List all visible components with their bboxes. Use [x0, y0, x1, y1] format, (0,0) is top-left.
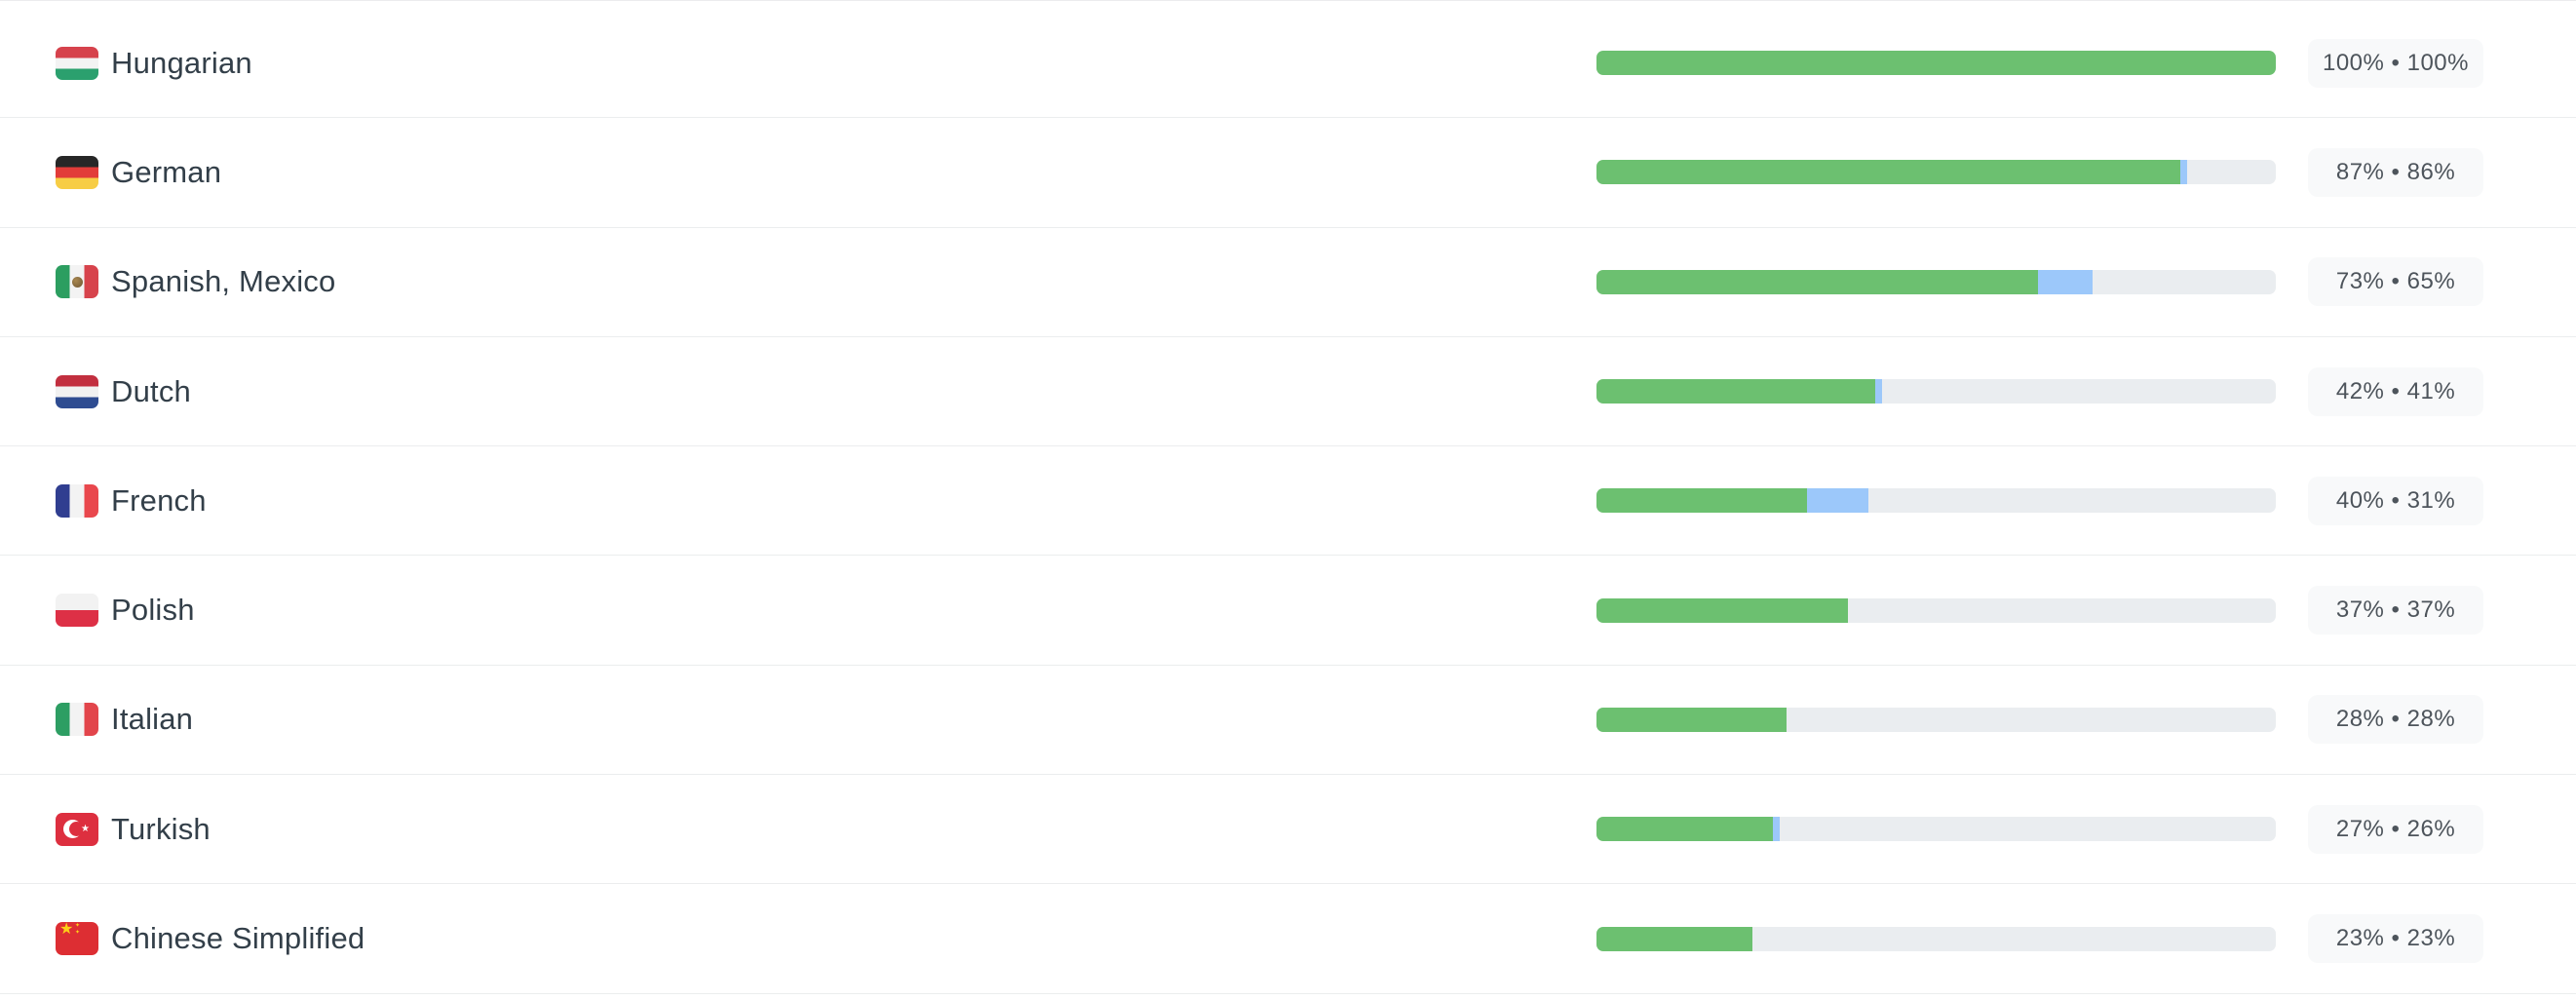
flag-emblem-icon — [56, 156, 98, 189]
language-row[interactable]: Spanish, Mexico 73% • 65% — [0, 227, 2576, 337]
flag-emblem-icon — [56, 813, 98, 846]
progress-badge: 87% • 86% — [2308, 147, 2483, 197]
flag-emblem-icon — [56, 484, 98, 518]
language-row-inner: Chinese Simplified 23% • 23% — [0, 884, 2576, 992]
progress-pending-segment — [1773, 817, 1781, 842]
progress-translated-segment — [1596, 597, 1848, 623]
progress-bar — [1596, 160, 2276, 185]
progress-badge: 27% • 26% — [2308, 804, 2483, 854]
language-name: German — [111, 154, 222, 189]
progress-pending-segment — [1874, 379, 1882, 404]
language-label-block: Hungarian — [56, 9, 252, 117]
progress-pending-segment — [2038, 269, 2093, 294]
language-label-block: Spanish, Mexico — [56, 228, 335, 336]
progress-bar — [1596, 51, 2276, 76]
progress-translated-segment — [1596, 379, 1875, 404]
language-label-block: Italian — [56, 666, 193, 774]
language-name: Spanish, Mexico — [111, 264, 336, 299]
flag-icon — [56, 155, 98, 189]
language-row[interactable]: Polish 37% • 37% — [0, 556, 2576, 666]
language-row-inner: German 87% • 86% — [0, 118, 2576, 226]
language-row-inner: French 40% • 31% — [0, 446, 2576, 555]
language-name: Italian — [111, 702, 194, 737]
flag-icon — [56, 922, 98, 956]
flag-star-icon: ★ — [81, 823, 90, 834]
progress-badge: 23% • 23% — [2308, 914, 2483, 964]
language-row-inner: Dutch 42% • 41% — [0, 337, 2576, 445]
language-row[interactable]: Chinese Simplified 23% • 23% — [0, 884, 2576, 994]
language-row[interactable]: French 40% • 31% — [0, 446, 2576, 557]
flag-emblem-icon — [56, 47, 98, 80]
language-row[interactable]: German 87% • 86% — [0, 118, 2576, 228]
flag-icon — [56, 46, 98, 80]
flag-icon — [56, 594, 98, 628]
language-row[interactable]: Italian 28% • 28% — [0, 665, 2576, 776]
language-row-inner: ★ Turkish 27% • 26% — [0, 775, 2576, 883]
language-name: Dutch — [111, 373, 191, 408]
progress-translated-segment — [1596, 926, 1753, 951]
flag-icon — [56, 374, 98, 408]
language-row[interactable]: Dutch 42% • 41% — [0, 336, 2576, 447]
flag-icon — [56, 483, 98, 518]
language-name: Polish — [111, 593, 195, 628]
language-label-block: ★ Turkish — [56, 775, 211, 883]
language-row-inner: Polish 37% • 37% — [0, 556, 2576, 664]
progress-badge: 73% • 65% — [2308, 257, 2483, 307]
language-row[interactable]: ★ Turkish 27% • 26% — [0, 775, 2576, 885]
progress-translated-segment — [1596, 488, 1808, 514]
language-label-block: Polish — [56, 556, 195, 664]
progress-translated-segment — [1596, 160, 2181, 185]
flag-emblem-icon — [56, 703, 98, 736]
progress-translated-segment — [1596, 51, 2276, 76]
progress-bar — [1596, 926, 2276, 951]
progress-bar — [1596, 488, 2276, 514]
language-row-inner: Hungarian 100% • 100% — [0, 9, 2576, 117]
flag-emblem-icon — [56, 594, 98, 627]
language-label-block: French — [56, 446, 207, 555]
progress-badge: 42% • 41% — [2308, 366, 2483, 416]
flag-icon — [56, 703, 98, 737]
progress-bar — [1596, 597, 2276, 623]
language-name: Hungarian — [111, 45, 252, 80]
language-label-block: German — [56, 118, 221, 226]
flag-icon — [56, 265, 98, 299]
language-name: Chinese Simplified — [111, 921, 365, 956]
progress-badge: 28% • 28% — [2308, 695, 2483, 745]
language-name: French — [111, 482, 207, 518]
flag-emblem-icon — [56, 922, 98, 955]
language-row[interactable]: Hungarian 100% • 100% — [0, 9, 2576, 119]
flag-icon: ★ — [56, 812, 98, 846]
language-label-block: Chinese Simplified — [56, 884, 365, 992]
progress-translated-segment — [1596, 817, 1774, 842]
flag-emblem-icon — [56, 265, 98, 298]
language-label-block: Dutch — [56, 337, 191, 445]
language-row-inner: Italian 28% • 28% — [0, 666, 2576, 774]
language-name: Turkish — [111, 811, 211, 846]
progress-pending-segment — [2180, 160, 2188, 185]
progress-badge: 100% • 100% — [2308, 38, 2483, 88]
progress-bar — [1596, 707, 2276, 732]
progress-bar — [1596, 817, 2276, 842]
flag-emblem-icon — [56, 375, 98, 408]
progress-badge: 37% • 37% — [2308, 586, 2483, 635]
progress-pending-segment — [1807, 488, 1868, 514]
progress-translated-segment — [1596, 707, 1788, 732]
progress-badge: 40% • 31% — [2308, 476, 2483, 525]
language-row-inner: Spanish, Mexico 73% • 65% — [0, 228, 2576, 336]
progress-bar — [1596, 269, 2276, 294]
progress-translated-segment — [1596, 269, 2039, 294]
progress-bar — [1596, 379, 2276, 404]
